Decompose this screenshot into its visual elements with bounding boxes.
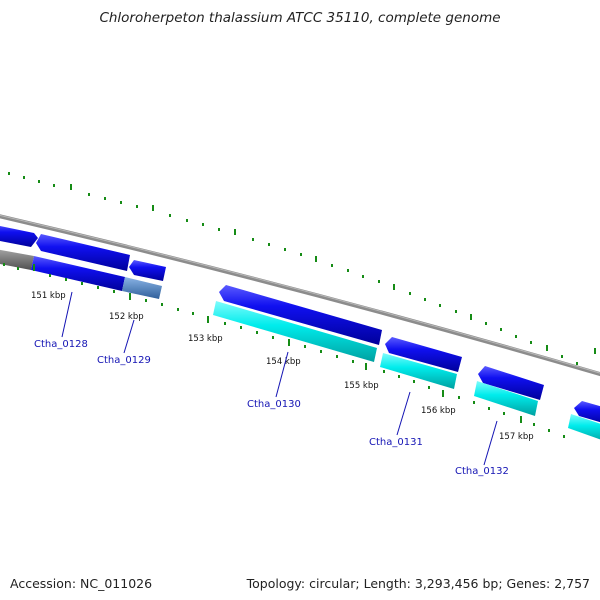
genome-backbone <box>0 214 600 377</box>
outer-tick-ring <box>8 172 596 365</box>
rna-feature[interactable] <box>474 381 538 416</box>
topology-text: Topology: circular; Length: 3,293,456 bp… <box>246 576 590 591</box>
cds-feature[interactable] <box>129 260 166 281</box>
gene-labels: Ctha_0128 Ctha_0129 Ctha_0130 Ctha_0131 … <box>34 291 509 477</box>
leader-line <box>483 420 498 466</box>
leader-line <box>396 391 411 436</box>
kbp-label: 154 kbp <box>266 357 301 367</box>
kbp-label: 157 kbp <box>499 432 534 442</box>
cds-feature[interactable] <box>31 256 125 291</box>
gene-label-ctha-0129[interactable]: Ctha_0129 <box>97 355 151 366</box>
rna-feature[interactable] <box>568 414 600 443</box>
cds-feature[interactable] <box>0 224 38 247</box>
cds-feature[interactable] <box>574 401 600 425</box>
kbp-labels: 151 kbp 152 kbp 153 kbp 154 kbp 155 kbp … <box>31 291 534 442</box>
reverse-strand-features <box>0 248 600 443</box>
cds-feature[interactable] <box>385 337 462 372</box>
feature-grey[interactable] <box>0 248 34 270</box>
gene-label-ctha-0128[interactable]: Ctha_0128 <box>34 339 88 350</box>
leader-line <box>123 319 135 354</box>
cds-feature[interactable] <box>36 234 130 271</box>
gene-label-ctha-0131[interactable]: Ctha_0131 <box>369 437 423 448</box>
leader-line <box>61 291 73 338</box>
inner-tick-ring <box>3 263 565 438</box>
rna-feature[interactable] <box>380 353 457 389</box>
leader-line <box>275 351 289 398</box>
cds-feature[interactable] <box>478 366 544 400</box>
cds-feature[interactable] <box>219 285 382 345</box>
gene-label-ctha-0132[interactable]: Ctha_0132 <box>455 466 509 477</box>
kbp-label: 151 kbp <box>31 291 66 301</box>
kbp-label: 152 kbp <box>109 312 144 322</box>
accession-text: Accession: NC_011026 <box>10 576 153 591</box>
kbp-label: 156 kbp <box>421 406 456 416</box>
kbp-label: 155 kbp <box>344 381 379 391</box>
forward-strand-features <box>0 224 600 425</box>
rna-feature[interactable] <box>213 301 377 362</box>
feature-steel[interactable] <box>122 277 162 299</box>
kbp-label: 153 kbp <box>188 334 223 344</box>
gene-label-ctha-0130[interactable]: Ctha_0130 <box>247 399 301 410</box>
map-title: Chloroherpeton thalassium ATCC 35110, co… <box>99 10 501 26</box>
